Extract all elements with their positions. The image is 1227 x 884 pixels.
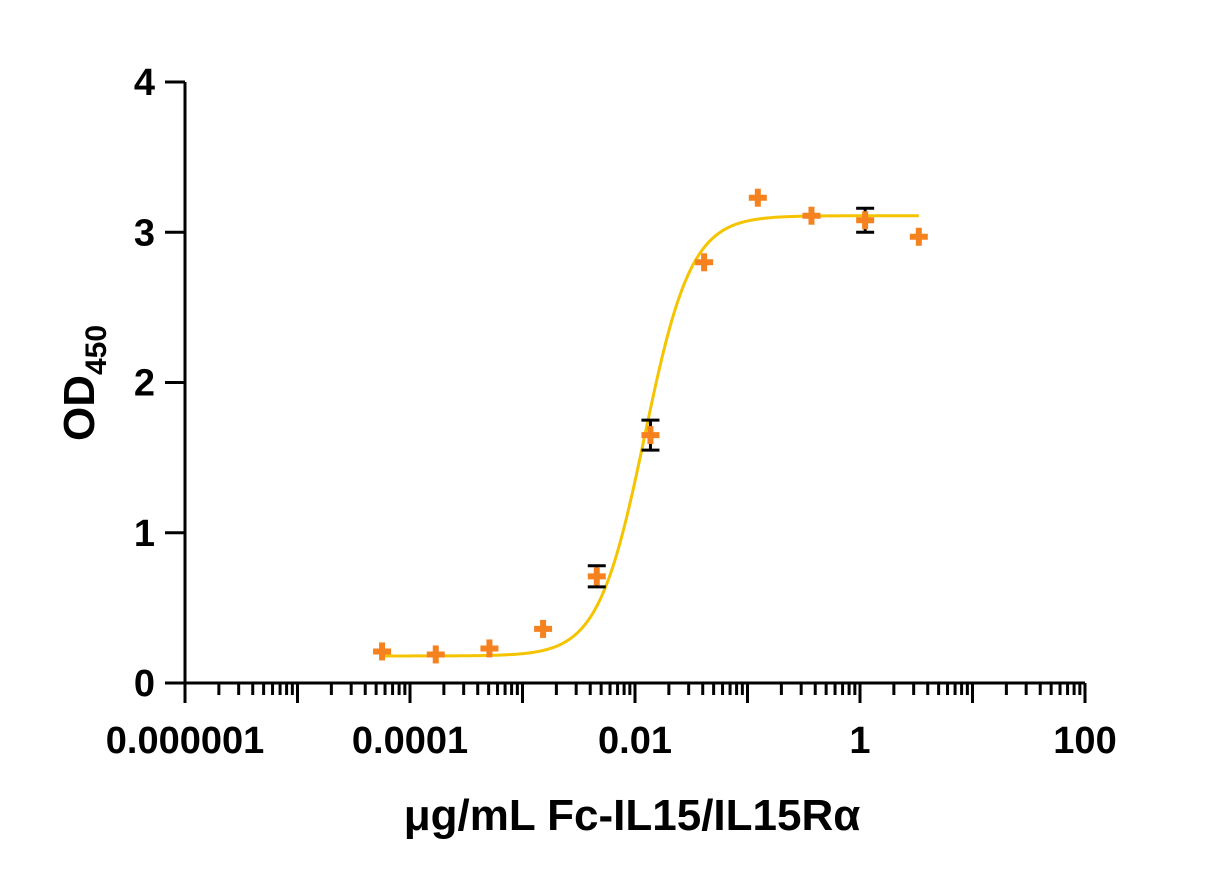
y-axis-tick-labels: 0 1 2 3 4 bbox=[134, 62, 155, 705]
x-axis-tick-labels: 0.000001 0.0001 0.01 1 100 bbox=[106, 720, 1117, 762]
fit-curve bbox=[382, 214, 919, 658]
y-axis-title-main: OD bbox=[55, 375, 104, 441]
axes bbox=[183, 82, 1085, 685]
data-point bbox=[856, 211, 875, 230]
y-axis-ticks bbox=[165, 80, 185, 685]
data-point bbox=[480, 639, 499, 658]
data-point bbox=[641, 426, 660, 445]
x-tick-label: 1 bbox=[849, 720, 870, 762]
y-tick-label: 0 bbox=[134, 663, 155, 705]
data-points bbox=[373, 188, 928, 664]
x-axis-ticks bbox=[183, 683, 1087, 703]
data-point bbox=[909, 227, 928, 246]
y-axis-title: OD450 bbox=[55, 325, 113, 441]
y-tick-label: 3 bbox=[134, 212, 155, 254]
y-tick-label: 2 bbox=[134, 363, 155, 405]
y-tick-label: 1 bbox=[134, 513, 155, 555]
data-point bbox=[587, 567, 606, 586]
data-point bbox=[695, 253, 714, 272]
data-point bbox=[426, 645, 445, 664]
data-point bbox=[802, 206, 821, 225]
x-tick-label: 100 bbox=[1053, 720, 1116, 762]
x-axis-title: μg/mL Fc-IL15/IL15Rα bbox=[404, 791, 861, 840]
data-point bbox=[534, 619, 553, 638]
y-tick-label: 4 bbox=[134, 62, 155, 104]
y-axis-title-subscript: 450 bbox=[80, 325, 113, 375]
data-point bbox=[373, 642, 392, 661]
error-bars bbox=[587, 206, 875, 589]
x-tick-label: 0.01 bbox=[598, 720, 672, 762]
x-tick-label: 0.000001 bbox=[106, 720, 265, 762]
data-point bbox=[748, 188, 767, 207]
x-tick-label: 0.0001 bbox=[352, 720, 468, 762]
